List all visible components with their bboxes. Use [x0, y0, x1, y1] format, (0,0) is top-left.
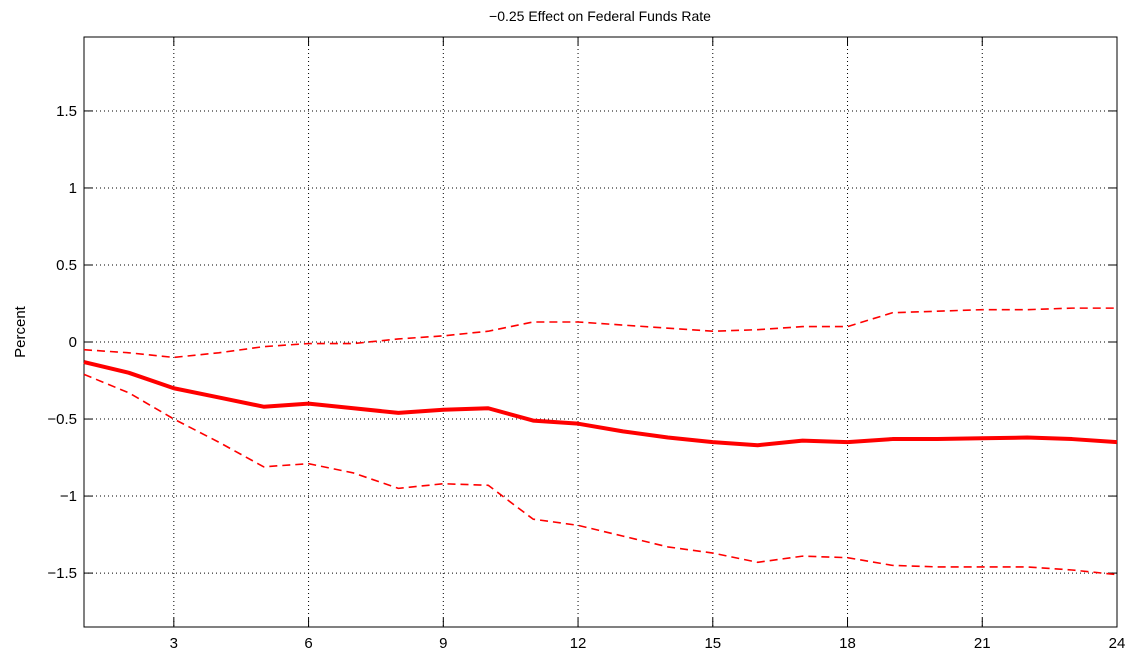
x-tick-label: 9 — [439, 635, 447, 650]
y-tick-label: 1 — [69, 180, 77, 197]
chart-title: −0.25 Effect on Federal Funds Rate — [489, 8, 711, 24]
plot-frame — [83, 36, 1118, 628]
x-tick-label: 18 — [839, 635, 856, 650]
y-tick-label: −1 — [60, 488, 77, 505]
y-tick-label: 0 — [69, 334, 77, 351]
y-axis-title: Percent — [12, 305, 29, 358]
x-tick-label: 3 — [170, 635, 178, 650]
x-tick-label: 21 — [974, 635, 991, 650]
series-layer — [83, 307, 1118, 576]
tick-layer: 3 6 9 12 15 18 21 24 −1.5 −1 −0.5 0 0.5 1 1.5 — [47, 37, 1126, 652]
y-tick-label: 1.5 — [56, 103, 77, 120]
grid-layer — [84, 37, 1117, 627]
x-tick-label: 6 — [304, 635, 312, 650]
y-tick-label: −1.5 — [47, 565, 77, 582]
series-line-lower-band — [83, 373, 1118, 576]
y-tick-label: 0.5 — [56, 257, 77, 274]
x-tick-label: 24 — [1109, 635, 1126, 650]
x-tick-label: 12 — [570, 635, 587, 650]
y-tick-label: −0.5 — [47, 411, 77, 428]
series-line-estimate — [83, 360, 1118, 448]
series-line-upper-band — [83, 307, 1117, 359]
x-tick-label: 15 — [704, 635, 721, 650]
